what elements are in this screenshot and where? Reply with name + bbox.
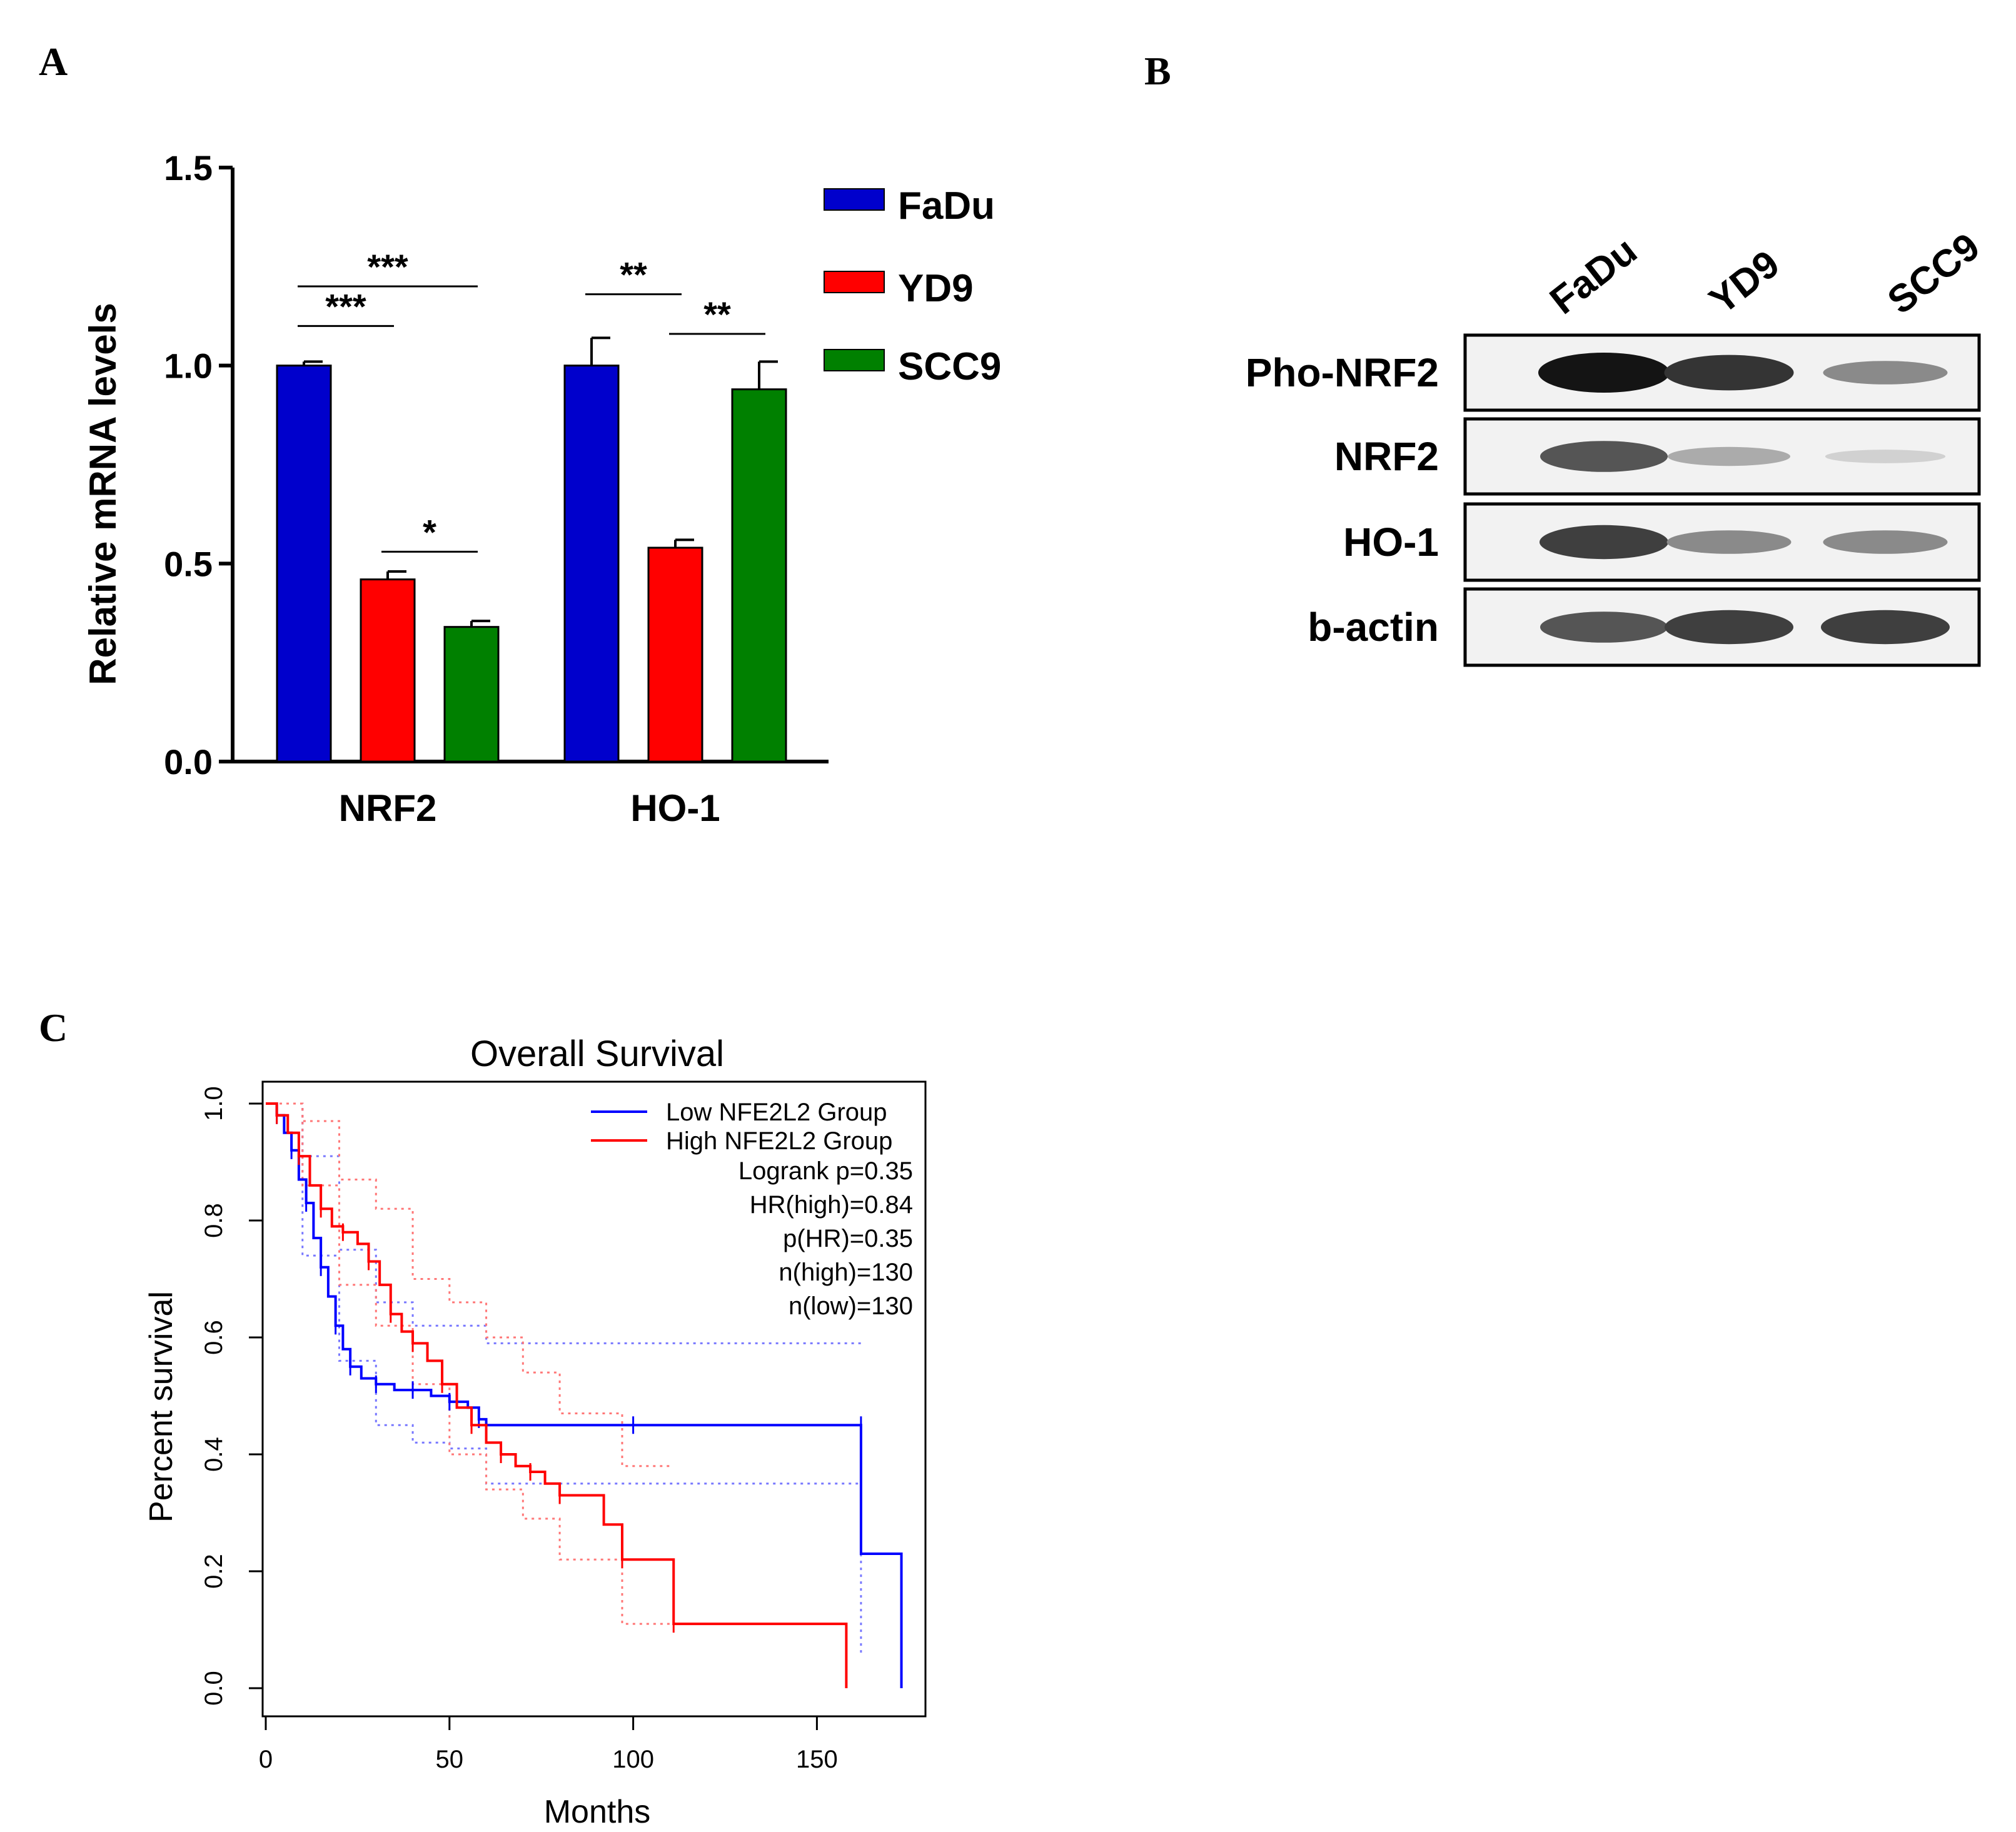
- lane-label: YD9: [1701, 242, 1788, 323]
- blot-row-label: b-actin: [1308, 605, 1439, 650]
- blot-band: [1823, 530, 1948, 554]
- blot-band: [1825, 450, 1946, 463]
- bar-legend: FaDu YD9 SCC9: [824, 184, 1001, 388]
- significance-label: **: [620, 255, 647, 294]
- confidence-band-lower: [266, 1102, 674, 1625]
- bar-chart-panel: Relative mRNA levels 0.0 0.5 1.0 1.5 NRF2 HO-…: [82, 148, 1001, 829]
- blot-row-label: HO-1: [1343, 520, 1439, 565]
- stat-annotation: p(HR)=0.35: [783, 1225, 913, 1252]
- legend-label: Low NFE2L2 Group: [666, 1099, 887, 1126]
- confidence-band-lower: [266, 1102, 862, 1653]
- panel-label-b: B: [1144, 49, 1171, 93]
- bar: [647, 546, 703, 763]
- significance-label: ***: [325, 286, 366, 326]
- legend-label: SCC9: [898, 345, 1001, 388]
- x-category-label: HO-1: [630, 787, 720, 829]
- plot-frame: [261, 1080, 927, 1718]
- legend-swatch: [824, 349, 885, 371]
- x-tick-label: 0: [259, 1746, 273, 1773]
- x-axis-label: Months: [544, 1794, 651, 1830]
- blot-band: [1668, 446, 1790, 466]
- y-tick-label: 0.4: [200, 1437, 228, 1472]
- panel-label-c: C: [39, 1005, 68, 1050]
- y-tick-label: 1.0: [164, 346, 213, 386]
- stat-annotation: n(high)=130: [779, 1259, 913, 1286]
- lane-label: FaDu: [1542, 229, 1645, 323]
- confidence-band-upper: [266, 1102, 674, 1467]
- panel-label-a: A: [39, 39, 68, 84]
- chart-title: Overall Survival: [470, 1034, 724, 1074]
- y-tick-label: 0.5: [164, 544, 213, 583]
- blot-band: [1665, 610, 1793, 645]
- y-axis-label: Relative mRNA levels: [82, 303, 124, 685]
- blot-band: [1540, 612, 1668, 643]
- western-blot-panel: FaDu YD9 SCC9 Pho-NRF2 NRF2 HO-1 b-actin: [1246, 225, 1988, 667]
- x-tick-label: 150: [796, 1746, 838, 1773]
- blot-band: [1664, 355, 1794, 391]
- y-tick-label: 0.2: [200, 1554, 228, 1589]
- bar: [563, 365, 620, 763]
- bar-series: [276, 336, 787, 763]
- significance-brackets: ***********: [298, 247, 765, 553]
- y-tick-label: 0.8: [200, 1203, 228, 1238]
- bar: [443, 626, 500, 763]
- blot-band: [1540, 441, 1668, 472]
- bar: [276, 365, 332, 763]
- survival-curve: [266, 1102, 848, 1688]
- blot-row-label: Pho-NRF2: [1246, 350, 1439, 395]
- y-tick-label: 0.0: [164, 742, 213, 782]
- significance-label: **: [703, 294, 731, 334]
- y-tick-label: 1.5: [164, 148, 213, 188]
- legend-label: High NFE2L2 Group: [666, 1127, 892, 1155]
- bar-axes: 0.0 0.5 1.0 1.5 NRF2 HO-1: [164, 148, 829, 829]
- x-tick-label: 100: [612, 1746, 654, 1773]
- y-tick-label: 0.0: [200, 1671, 228, 1706]
- legend-label: FaDu: [898, 184, 995, 228]
- lane-label: SCC9: [1880, 225, 1988, 323]
- survival-chart-panel: Overall Survival Months Percent survival…: [143, 1034, 927, 1830]
- bar: [731, 388, 787, 763]
- blot-band: [1540, 525, 1668, 560]
- y-tick-label: 1.0: [200, 1086, 228, 1121]
- y-tick-label: 0.6: [200, 1320, 228, 1355]
- legend-swatch: [824, 188, 885, 211]
- survival-curve: [266, 1102, 903, 1688]
- stat-annotation: HR(high)=0.84: [750, 1191, 913, 1219]
- x-category-label: NRF2: [339, 787, 437, 829]
- stat-annotation: Logrank p=0.35: [738, 1157, 913, 1185]
- survival-plot: 0 50 100 150 0.0 0.2 0.4 0.6 0.8 1.0 Low NFE2L2 Gr…: [200, 1080, 927, 1773]
- stat-annotation: n(low)=130: [789, 1292, 913, 1320]
- blot-band: [1821, 610, 1950, 645]
- significance-label: *: [423, 512, 436, 551]
- y-axis-label-survival: Percent survival: [143, 1291, 179, 1522]
- legend-swatch: [824, 271, 885, 293]
- blot-row-label: NRF2: [1334, 434, 1439, 479]
- x-tick-label: 50: [436, 1746, 464, 1773]
- bar: [360, 578, 416, 763]
- blot-band: [1823, 361, 1948, 385]
- blot-band: [1666, 530, 1792, 554]
- significance-label: ***: [367, 247, 408, 286]
- legend-label: YD9: [898, 267, 974, 310]
- blot-band: [1538, 353, 1670, 393]
